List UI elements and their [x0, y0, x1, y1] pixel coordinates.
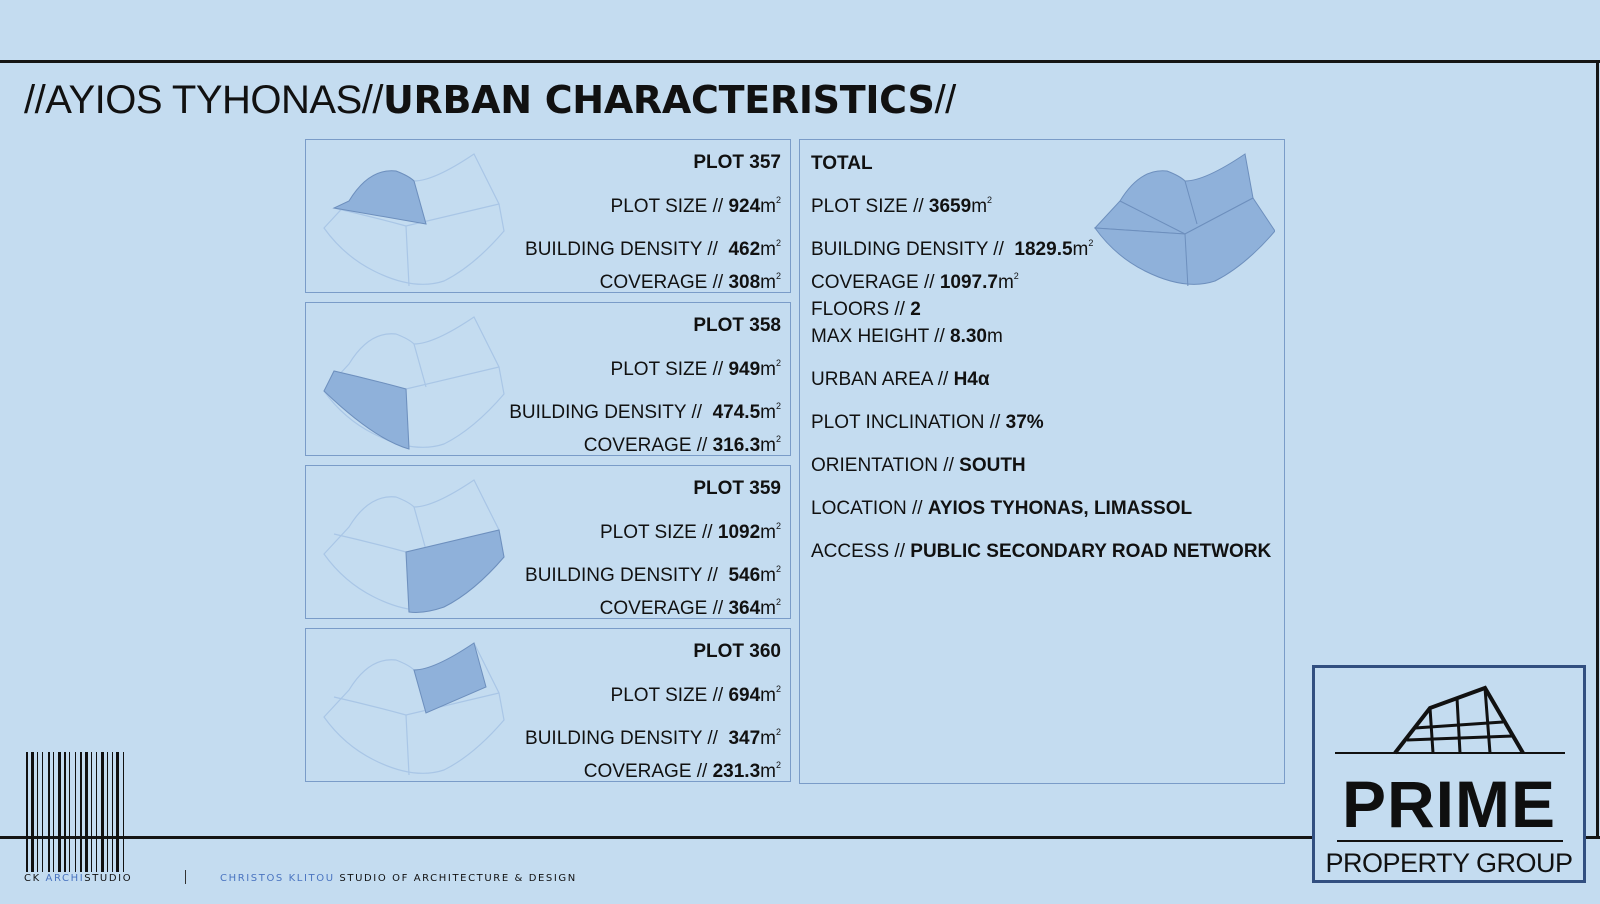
title-prefix: //AYIOS TYHONAS// [24, 78, 384, 122]
plot-box: PLOT 358 PLOT SIZE // 949m2 BUILDING DEN… [305, 302, 791, 456]
total-orientation: ORIENTATION // SOUTH [811, 455, 1026, 476]
plot-size: PLOT SIZE // 694m2 [610, 684, 781, 706]
total-plot-map [1093, 153, 1275, 286]
barcode-bar [116, 752, 119, 872]
total-location: LOCATION // AYIOS TYHONAS, LIMASSOL [811, 498, 1193, 519]
plot-building-density: BUILDING DENSITY // 462m2 [525, 238, 781, 260]
barcode-bar [31, 752, 34, 872]
barcode-bar [37, 752, 38, 872]
plot-text: PLOT 358 PLOT SIZE // 949m2 BUILDING DEN… [509, 313, 781, 459]
barcode-bar [101, 752, 104, 872]
barcode-bar [80, 752, 82, 872]
plot-box: PLOT 357 PLOT SIZE // 924m2 BUILDING DEN… [305, 139, 791, 293]
total-plot-size: PLOT SIZE // 3659m2 [811, 195, 993, 217]
barcode-bar [42, 752, 43, 872]
plot-coverage: COVERAGE // 231.3m2 [583, 760, 781, 782]
barcode-bar [112, 752, 113, 872]
logo-divider [1337, 840, 1563, 842]
plot-building-density: BUILDING DENSITY // 546m2 [525, 564, 781, 586]
barcode-bar [75, 752, 76, 872]
barcode-bar [48, 752, 50, 872]
barcode-bar [58, 752, 61, 872]
title-main: URBAN CHARACTERISTICS [383, 78, 935, 122]
plot-box: PLOT 360 PLOT SIZE // 694m2 BUILDING DEN… [305, 628, 791, 782]
plot-map [323, 153, 505, 287]
plot-coverage: COVERAGE // 316.3m2 [583, 434, 781, 456]
total-building-density: BUILDING DENSITY // 1829.5m2 [811, 238, 1094, 260]
plot-name: PLOT 359 [693, 478, 781, 499]
logo-prime-text: PRIME [1341, 767, 1557, 841]
footer-studio-description: CHRISTOS KLITOU STUDIO OF ARCHITECTURE &… [220, 873, 577, 884]
barcode-bar [91, 752, 92, 872]
building-logo-icon [1335, 685, 1565, 755]
plot-building-density: BUILDING DENSITY // 347m2 [525, 727, 781, 749]
total-plot-inclination: PLOT INCLINATION // 37% [811, 412, 1044, 433]
plot-text: PLOT 359 PLOT SIZE // 1092m2 BUILDING DE… [525, 476, 781, 622]
plot-text: PLOT 360 PLOT SIZE // 694m2 BUILDING DEN… [525, 639, 781, 785]
plot-name: PLOT 360 [693, 641, 781, 662]
plot-name: PLOT 357 [693, 152, 781, 173]
barcode-bar [53, 752, 54, 872]
total-access: ACCESS // PUBLIC SECONDARY ROAD NETWORK [811, 541, 1272, 562]
frame-right-line [1596, 60, 1599, 838]
plot-size: PLOT SIZE // 1092m2 [599, 521, 781, 543]
prime-logo: PRIME PROPERTY GROUP [1312, 665, 1586, 883]
logo-sub-text: PROPERTY GROUP [1325, 848, 1573, 878]
barcode-bar [96, 752, 97, 872]
plot-building-density: BUILDING DENSITY // 474.5m2 [509, 401, 781, 423]
plot-coverage: COVERAGE // 364m2 [599, 597, 781, 619]
plot-coverage: COVERAGE // 308m2 [599, 271, 781, 293]
total-coverage: COVERAGE // 1097.7m2 [811, 271, 1019, 293]
footer-separator [185, 870, 186, 884]
barcode-bar [26, 752, 28, 872]
plot-name: PLOT 358 [693, 315, 781, 336]
total-urban-area: URBAN AREA // H4α [811, 369, 990, 390]
barcode-bar [107, 752, 108, 872]
total-floors: FLOORS // 2 [811, 299, 921, 320]
total-panel: TOTAL PLOT SIZE // 3659m2 BUILDING DENSI… [799, 139, 1285, 784]
total-max-height: MAX HEIGHT // 8.30m [811, 326, 1003, 347]
barcode-bar [85, 752, 88, 872]
plot-map [323, 479, 505, 613]
total-text: TOTAL PLOT SIZE // 3659m2 BUILDING DENSI… [811, 150, 1271, 565]
plot-box: PLOT 359 PLOT SIZE // 1092m2 BUILDING DE… [305, 465, 791, 619]
barcode-bar [123, 752, 124, 872]
title-suffix: // [934, 78, 957, 122]
total-title: TOTAL [811, 153, 873, 174]
page-title: //AYIOS TYHONAS//URBAN CHARACTERISTICS// [24, 78, 956, 123]
plot-size: PLOT SIZE // 924m2 [610, 195, 781, 217]
barcode-bar [64, 752, 66, 872]
plot-map [323, 642, 505, 776]
frame-bottom-line [0, 836, 1600, 839]
plot-map [323, 316, 505, 450]
barcode-icon [26, 752, 124, 872]
barcode-bar [69, 752, 70, 872]
frame-top-line [0, 60, 1600, 63]
footer-studio-name: CK ARCHISTUDIO [24, 873, 133, 884]
plot-size: PLOT SIZE // 949m2 [610, 358, 781, 380]
plot-text: PLOT 357 PLOT SIZE // 924m2 BUILDING DEN… [525, 150, 781, 296]
